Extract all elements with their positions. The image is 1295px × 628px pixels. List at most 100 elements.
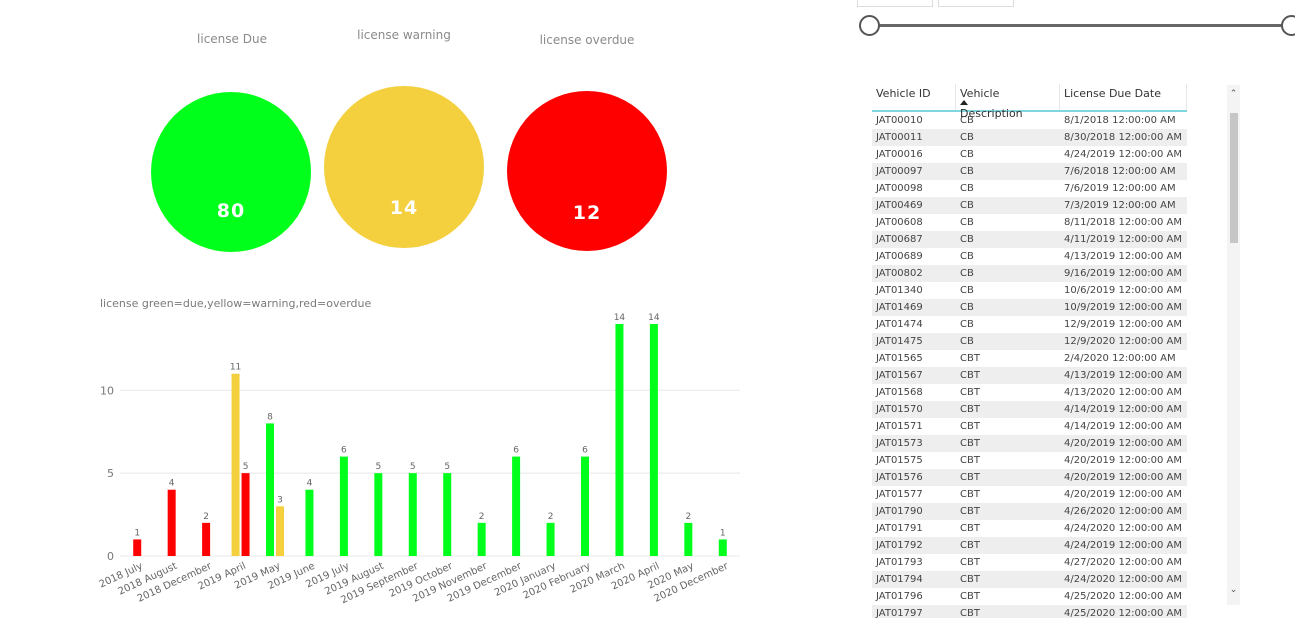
slider-end-field[interactable] <box>938 0 1014 7</box>
table-row[interactable]: JAT01797 CBT 4/25/2020 12:00:00 AM <box>872 605 1187 618</box>
bar[interactable] <box>133 539 142 556</box>
header-license-due-date[interactable]: License Due Date <box>1060 84 1187 110</box>
bar[interactable] <box>305 489 314 556</box>
table-row[interactable]: JAT01573 CBT 4/20/2019 12:00:00 AM <box>872 435 1187 452</box>
chevron-down-icon[interactable]: ⌄ <box>1229 585 1238 595</box>
slider-start-handle[interactable] <box>859 15 880 36</box>
table-row[interactable]: JAT00802 CB 9/16/2019 12:00:00 AM <box>872 265 1187 282</box>
cell-vehicle-description: CBT <box>960 608 980 618</box>
cell-vehicle-description: CBT <box>960 472 980 483</box>
cell-license-due-date: 10/9/2019 12:00:00 AM <box>1064 302 1183 313</box>
bar[interactable] <box>581 456 589 556</box>
table-row[interactable]: JAT00010 CB 8/1/2018 12:00:00 AM <box>872 112 1187 129</box>
table-row[interactable]: JAT01796 CBT 4/25/2020 12:00:00 AM <box>872 588 1187 605</box>
header-vehicle-id[interactable]: Vehicle ID <box>872 84 956 110</box>
scrollbar-thumb[interactable] <box>1230 113 1238 243</box>
cell-vehicle-description: CB <box>960 302 974 313</box>
table-scrollbar[interactable]: ⌃ ⌄ <box>1227 85 1240 605</box>
bar[interactable] <box>241 473 250 556</box>
cell-vehicle-description: CB <box>960 132 974 143</box>
cell-vehicle-id: JAT01797 <box>876 608 923 618</box>
table-row[interactable]: JAT01475 CB 12/9/2020 12:00:00 AM <box>872 333 1187 350</box>
table-row[interactable]: JAT00687 CB 4/11/2019 12:00:00 AM <box>872 231 1187 248</box>
table-row[interactable]: JAT01565 CBT 2/4/2020 12:00:00 AM <box>872 350 1187 367</box>
table-row[interactable]: JAT01469 CB 10/9/2019 12:00:00 AM <box>872 299 1187 316</box>
table-row[interactable]: JAT00097 CB 7/6/2018 12:00:00 AM <box>872 163 1187 180</box>
table-row[interactable]: JAT00098 CB 7/6/2019 12:00:00 AM <box>872 180 1187 197</box>
license-table[interactable]: Vehicle ID Vehicle Description License D… <box>872 84 1187 618</box>
header-vehicle-description[interactable]: Vehicle Description <box>956 84 1060 120</box>
cell-vehicle-id: JAT01796 <box>876 591 923 602</box>
bar[interactable] <box>231 373 240 556</box>
table-row[interactable]: JAT01791 CBT 4/24/2020 12:00:00 AM <box>872 520 1187 537</box>
sort-ascending-icon[interactable] <box>960 100 968 105</box>
cell-vehicle-description: CBT <box>960 591 980 602</box>
cell-vehicle-description: CBT <box>960 387 980 398</box>
data-label: 6 <box>582 446 588 456</box>
cell-vehicle-id: JAT01340 <box>876 285 923 296</box>
data-label: 2 <box>479 512 485 522</box>
card-label: license warning <box>357 28 451 42</box>
table-row[interactable]: JAT00011 CB 8/30/2018 12:00:00 AM <box>872 129 1187 146</box>
table-row[interactable]: JAT01568 CBT 4/13/2020 12:00:00 AM <box>872 384 1187 401</box>
table-row[interactable]: JAT01576 CBT 4/20/2019 12:00:00 AM <box>872 469 1187 486</box>
cell-vehicle-description: CB <box>960 149 974 160</box>
bar[interactable] <box>276 506 284 556</box>
cell-vehicle-description: CBT <box>960 557 980 568</box>
cell-vehicle-id: JAT00010 <box>876 115 923 126</box>
slider-end-handle[interactable] <box>1281 15 1295 36</box>
table-row[interactable]: JAT00016 CB 4/24/2019 12:00:00 AM <box>872 146 1187 163</box>
bar[interactable] <box>477 522 486 556</box>
card-label: license overdue <box>539 33 635 47</box>
cell-vehicle-id: JAT01794 <box>876 574 923 585</box>
cell-vehicle-description: CBT <box>960 438 980 449</box>
cell-vehicle-id: JAT01567 <box>876 370 923 381</box>
bar[interactable] <box>443 473 452 556</box>
bar[interactable] <box>408 473 417 556</box>
chevron-up-icon[interactable]: ⌃ <box>1229 89 1238 99</box>
cell-license-due-date: 9/16/2019 12:00:00 AM <box>1064 268 1183 279</box>
cell-vehicle-id: JAT01791 <box>876 523 923 534</box>
slider-start-field[interactable] <box>857 0 933 7</box>
table-row[interactable]: JAT00608 CB 8/11/2018 12:00:00 AM <box>872 214 1187 231</box>
bar[interactable] <box>684 522 693 556</box>
table-row[interactable]: JAT01570 CBT 4/14/2019 12:00:00 AM <box>872 401 1187 418</box>
table-row[interactable]: JAT01575 CBT 4/20/2019 12:00:00 AM <box>872 452 1187 469</box>
table-row[interactable]: JAT01474 CB 12/9/2019 12:00:00 AM <box>872 316 1187 333</box>
table-row[interactable]: JAT01571 CBT 4/14/2019 12:00:00 AM <box>872 418 1187 435</box>
bar[interactable] <box>718 539 727 556</box>
data-label: 5 <box>444 462 450 472</box>
table-row[interactable]: JAT00469 CB 7/3/2019 12:00:00 AM <box>872 197 1187 214</box>
cell-vehicle-description: CB <box>960 285 974 296</box>
bar[interactable] <box>615 324 624 556</box>
table-row[interactable]: JAT01793 CBT 4/27/2020 12:00:00 AM <box>872 554 1187 571</box>
bar[interactable] <box>546 522 555 556</box>
cell-vehicle-description: CBT <box>960 421 980 432</box>
cell-license-due-date: 4/14/2019 12:00:00 AM <box>1064 404 1183 415</box>
cell-license-due-date: 7/6/2019 12:00:00 AM <box>1064 183 1176 194</box>
bar[interactable] <box>374 473 383 556</box>
bar[interactable] <box>339 456 348 556</box>
slider-track[interactable] <box>870 24 1295 27</box>
license-overdue-circle[interactable] <box>507 91 667 251</box>
cell-vehicle-id: JAT01469 <box>876 302 923 313</box>
bar[interactable] <box>167 489 176 556</box>
table-row[interactable]: JAT01340 CB 10/6/2019 12:00:00 AM <box>872 282 1187 299</box>
table-row[interactable]: JAT01794 CBT 4/24/2020 12:00:00 AM <box>872 571 1187 588</box>
bar[interactable] <box>512 456 521 556</box>
table-row[interactable]: JAT01790 CBT 4/26/2020 12:00:00 AM <box>872 503 1187 520</box>
cell-vehicle-description: CBT <box>960 540 980 551</box>
bar[interactable] <box>649 324 658 556</box>
license-due-circle[interactable] <box>151 92 311 252</box>
data-label: 2 <box>685 512 691 522</box>
data-label: 5 <box>410 462 416 472</box>
bar[interactable] <box>266 423 274 556</box>
data-label: 2 <box>203 512 209 522</box>
table-row[interactable]: JAT01577 CBT 4/20/2019 12:00:00 AM <box>872 486 1187 503</box>
table-row[interactable]: JAT01792 CBT 4/24/2019 12:00:00 AM <box>872 537 1187 554</box>
license-warning-circle[interactable] <box>324 86 484 248</box>
bar[interactable] <box>202 522 211 556</box>
table-row[interactable]: JAT00689 CB 4/13/2019 12:00:00 AM <box>872 248 1187 265</box>
table-row[interactable]: JAT01567 CBT 4/13/2019 12:00:00 AM <box>872 367 1187 384</box>
